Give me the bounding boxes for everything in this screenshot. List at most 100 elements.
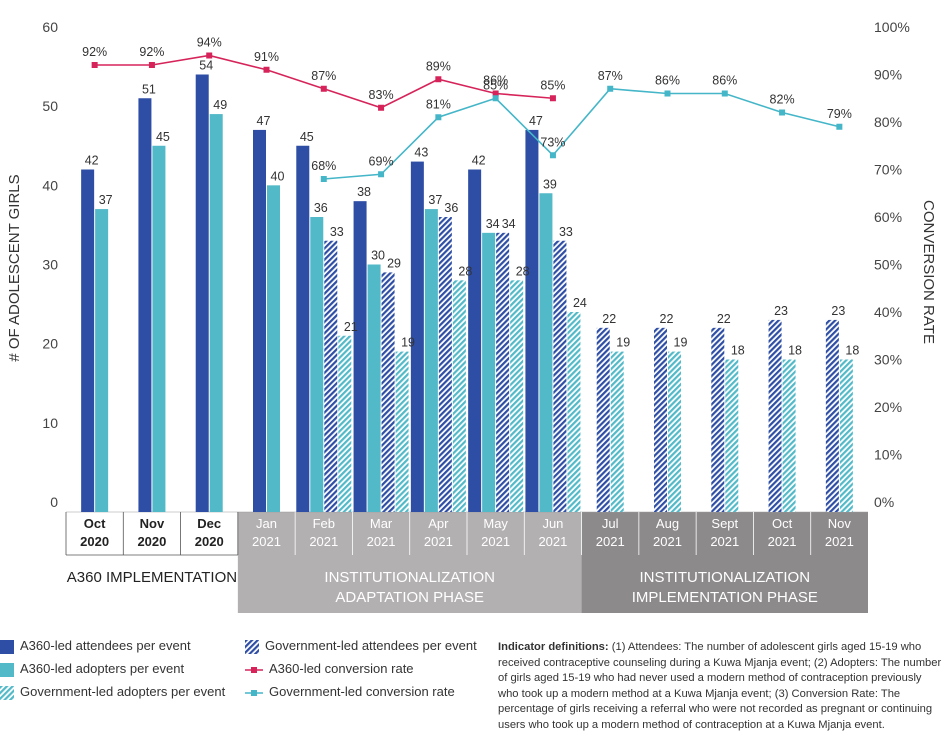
line-point (549, 152, 556, 159)
phase-band (581, 512, 868, 613)
bar (253, 129, 266, 512)
bar-value-label: 43 (414, 146, 428, 160)
legend-item-gov-attendees: Government-led attendees per event (245, 638, 477, 654)
phase-label: ADAPTATION PHASE (335, 589, 484, 606)
x-tick-month: Nov (828, 516, 852, 531)
line-point (779, 109, 786, 116)
x-tick-year: 2021 (481, 534, 510, 549)
definitions-heading: Indicator definitions: (498, 641, 609, 653)
x-tick-month: Oct (84, 516, 106, 531)
line-value-label: 86% (655, 74, 680, 88)
y-tick-label: 0 (50, 494, 58, 510)
x-tick-month: Jun (542, 516, 563, 531)
y2-tick-label: 30% (874, 352, 902, 368)
y-tick-label: 30 (42, 257, 58, 273)
definitions-text: (1) Attendees: The number of adolescent … (498, 641, 942, 731)
line-point (492, 95, 499, 102)
legend-label: Government-led conversion rate (269, 684, 455, 699)
line-value-label: 73% (540, 135, 565, 149)
bar (195, 74, 209, 512)
legend-swatch-hatched-dark (245, 639, 259, 654)
bar-value-label: 22 (602, 312, 616, 326)
bar-value-label: 54 (199, 59, 213, 73)
bar (610, 351, 624, 512)
phase-label: INSTITUTIONALIZATION (640, 569, 811, 586)
bar (152, 145, 166, 512)
line-point (435, 114, 442, 121)
line-point (492, 90, 499, 97)
bar (424, 209, 438, 513)
x-tick-month: May (483, 516, 508, 531)
bar-value-label: 33 (330, 225, 344, 239)
y-tick-label: 40 (42, 177, 58, 193)
line-point (836, 123, 843, 130)
legend-label: A360-led attendees per event (20, 638, 191, 653)
line-value-label: 85% (483, 78, 508, 92)
line-point (435, 76, 442, 83)
bar-value-label: 36 (444, 201, 458, 215)
x-tick-month: Nov (140, 516, 165, 531)
phase-label: IMPLEMENTATION PHASE (632, 589, 818, 606)
x-tick-month: Aug (656, 516, 679, 531)
bar (725, 359, 739, 512)
bar (138, 98, 152, 512)
line-value-label: 79% (827, 107, 852, 121)
bar (782, 359, 796, 512)
y-tick-label: 60 (42, 19, 58, 35)
line-value-label: 69% (369, 154, 394, 168)
combo-chart: A360 IMPLEMENTATION INSTITUTIONALIZATION A… (6, 19, 937, 613)
legend-item-a360-attendees: A360-led attendees per event (0, 638, 191, 654)
legend-item-a360-rate: A360-led conversion rate (245, 661, 414, 677)
line-point (320, 176, 327, 182)
bar (452, 280, 466, 512)
bar-value-label: 28 (458, 264, 472, 278)
x-tick-year: 2021 (710, 534, 739, 549)
bar (267, 185, 280, 513)
y2-tick-label: 20% (874, 399, 902, 415)
bar-value-label: 37 (428, 193, 442, 207)
bar-value-label: 23 (831, 304, 845, 318)
line-value-label: 68% (311, 159, 336, 173)
line-point (206, 52, 213, 59)
x-tick-month: Sept (711, 516, 738, 531)
phase-label: INSTITUTIONALIZATION (324, 569, 495, 586)
line-value-label: 86% (483, 74, 508, 88)
bar (367, 264, 381, 512)
line-value-label: 83% (369, 88, 394, 102)
x-tick-year: 2020 (195, 534, 224, 549)
bar (510, 280, 524, 512)
x-tick-month: Feb (313, 516, 335, 531)
bar-value-label: 24 (573, 296, 587, 310)
line-value-label: 89% (426, 59, 451, 73)
line-point (549, 95, 556, 102)
bar (539, 193, 553, 512)
x-tick-month: Dec (197, 516, 221, 531)
x-tick-year: 2021 (825, 534, 854, 549)
line-value-label: 82% (770, 93, 795, 107)
bar-value-label: 40 (271, 169, 285, 183)
bar-value-label: 42 (472, 154, 486, 168)
line-series (323, 87, 840, 180)
x-tick-year: 2021 (309, 534, 338, 549)
bar-value-label: 39 (543, 177, 557, 191)
x-tick-year: 2020 (137, 534, 166, 549)
x-tick-year: 2021 (252, 534, 281, 549)
y2-tick-label: 70% (874, 162, 902, 178)
x-tick-month: Jul (602, 516, 619, 531)
bar-value-label: 18 (731, 344, 745, 358)
legend-item-gov-adopters: Government-led adopters per event (0, 684, 225, 700)
legend-swatch-hatched-light (0, 685, 14, 700)
bar (95, 209, 109, 513)
bar (381, 272, 395, 512)
bar-value-label: 36 (314, 201, 328, 215)
legend-item-gov-rate: Government-led conversion rate (245, 684, 455, 700)
bar (839, 359, 853, 512)
bar-value-label: 49 (213, 98, 227, 112)
indicator-definitions: Indicator definitions: (1) Attendees: Th… (498, 640, 943, 733)
bar (310, 217, 324, 512)
bar (81, 169, 95, 512)
bar (525, 129, 539, 512)
legend-label: Government-led adopters per event (20, 684, 226, 699)
y2-tick-label: 60% (874, 209, 902, 225)
bar-value-label: 28 (516, 264, 530, 278)
